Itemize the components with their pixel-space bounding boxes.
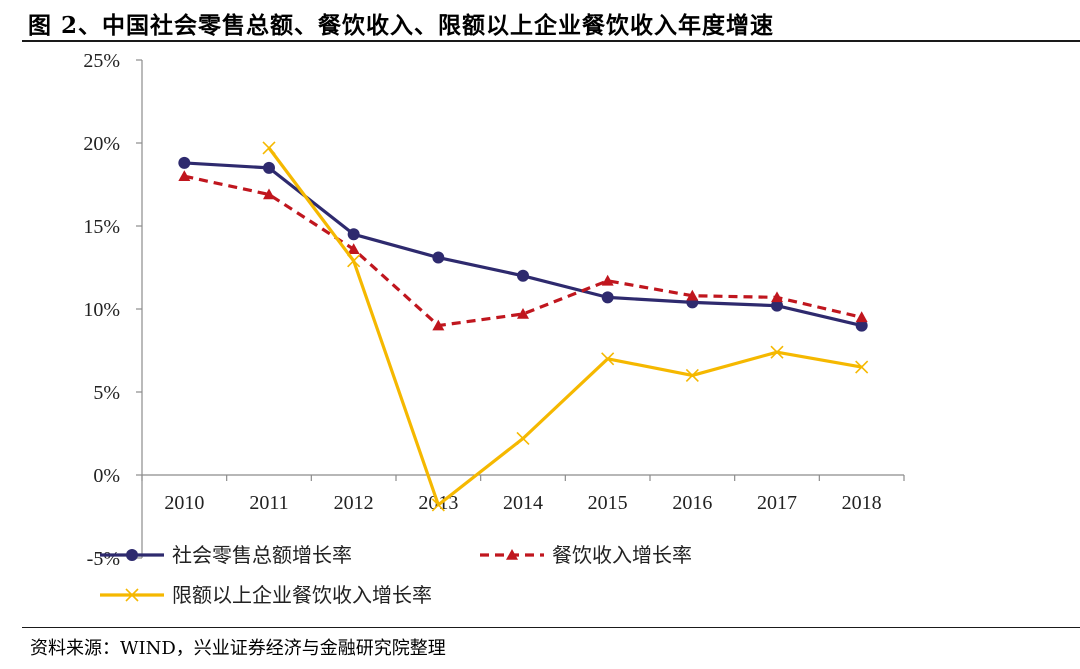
- data-point: [262, 141, 276, 155]
- x-tick-label: 2018: [842, 492, 882, 514]
- data-point: [516, 431, 530, 446]
- data-point: [263, 188, 275, 200]
- data-point: [771, 291, 783, 303]
- marker-stroke: [685, 368, 699, 382]
- data-point: [855, 319, 868, 332]
- source-divider: [22, 627, 1080, 628]
- marker-stroke: [347, 254, 361, 268]
- series-2: [178, 170, 868, 331]
- x-tick-label: 2014: [503, 492, 543, 514]
- chart-series: [178, 141, 869, 512]
- legend-label: 社会零售总额增长率: [172, 543, 352, 567]
- x-tick-label: 2015: [588, 492, 628, 514]
- legend-item-2: 餐饮收入增长率: [480, 543, 692, 567]
- y-tick-label: 0%: [93, 465, 120, 487]
- data-point: [431, 498, 445, 512]
- data-point: [517, 307, 529, 319]
- data-point: [601, 291, 614, 304]
- y-tick-label: 20%: [83, 133, 120, 155]
- data-point: [601, 352, 615, 366]
- data-point: [178, 170, 191, 181]
- legend-item-3: 限额以上企业餐饮收入增长率: [100, 583, 432, 607]
- marker-stroke: [125, 588, 139, 602]
- series-3: [262, 141, 869, 512]
- legend-marker: [125, 588, 139, 602]
- x-tick-label: 2016: [672, 492, 712, 514]
- title-divider: [22, 40, 1080, 42]
- x-tick-label: 2010: [164, 492, 204, 514]
- y-tick-label: 25%: [83, 50, 120, 72]
- marker-stroke: [431, 498, 445, 512]
- y-tick-label: 5%: [93, 382, 120, 404]
- y-tick-label: -5%: [87, 548, 120, 570]
- data-point: [347, 254, 361, 268]
- marker-stroke: [516, 431, 530, 446]
- data-point: [855, 311, 868, 323]
- x-tick-label: 2017: [757, 492, 797, 514]
- data-point: [432, 251, 445, 264]
- data-point: [771, 299, 783, 312]
- data-point: [855, 360, 869, 374]
- legend-marker: [506, 549, 518, 560]
- marker-stroke: [855, 360, 869, 374]
- data-point: [686, 289, 699, 301]
- data-point: [601, 274, 614, 286]
- data-point: [770, 345, 784, 359]
- legend-item-1: 社会零售总额增长率: [100, 543, 352, 567]
- data-point: [178, 156, 191, 169]
- y-tick-label: 15%: [83, 216, 120, 238]
- series-1: [178, 156, 868, 332]
- data-point: [347, 228, 360, 241]
- marker-stroke: [601, 352, 615, 366]
- data-point: [263, 161, 275, 174]
- legend-marker: [126, 549, 138, 561]
- chart-axes: -5%0%5%10%15%20%25%2010 2011 2012 2013 2014 2…: [83, 50, 905, 570]
- series-line: [184, 161, 863, 328]
- figure-title: 图 2、中国社会零售总额、餐饮收入、限额以上企业餐饮收入年度增速: [28, 12, 775, 39]
- legend-label: 餐饮收入增长率: [552, 543, 692, 567]
- legend-label: 限额以上企业餐饮收入增长率: [172, 583, 432, 607]
- x-tick-label: 2012: [334, 492, 374, 514]
- data-point: [432, 319, 445, 331]
- series-line: [183, 174, 863, 328]
- data-point: [517, 269, 529, 282]
- data-point: [685, 368, 699, 382]
- source-note: 资料来源：WIND，兴业证券经济与金融研究院整理: [30, 638, 446, 659]
- x-tick-label: 2011: [249, 492, 288, 514]
- marker-stroke: [262, 141, 276, 155]
- series-line: [267, 147, 862, 507]
- y-tick-label: 10%: [83, 299, 120, 321]
- data-point: [347, 243, 360, 255]
- marker-stroke: [770, 345, 784, 359]
